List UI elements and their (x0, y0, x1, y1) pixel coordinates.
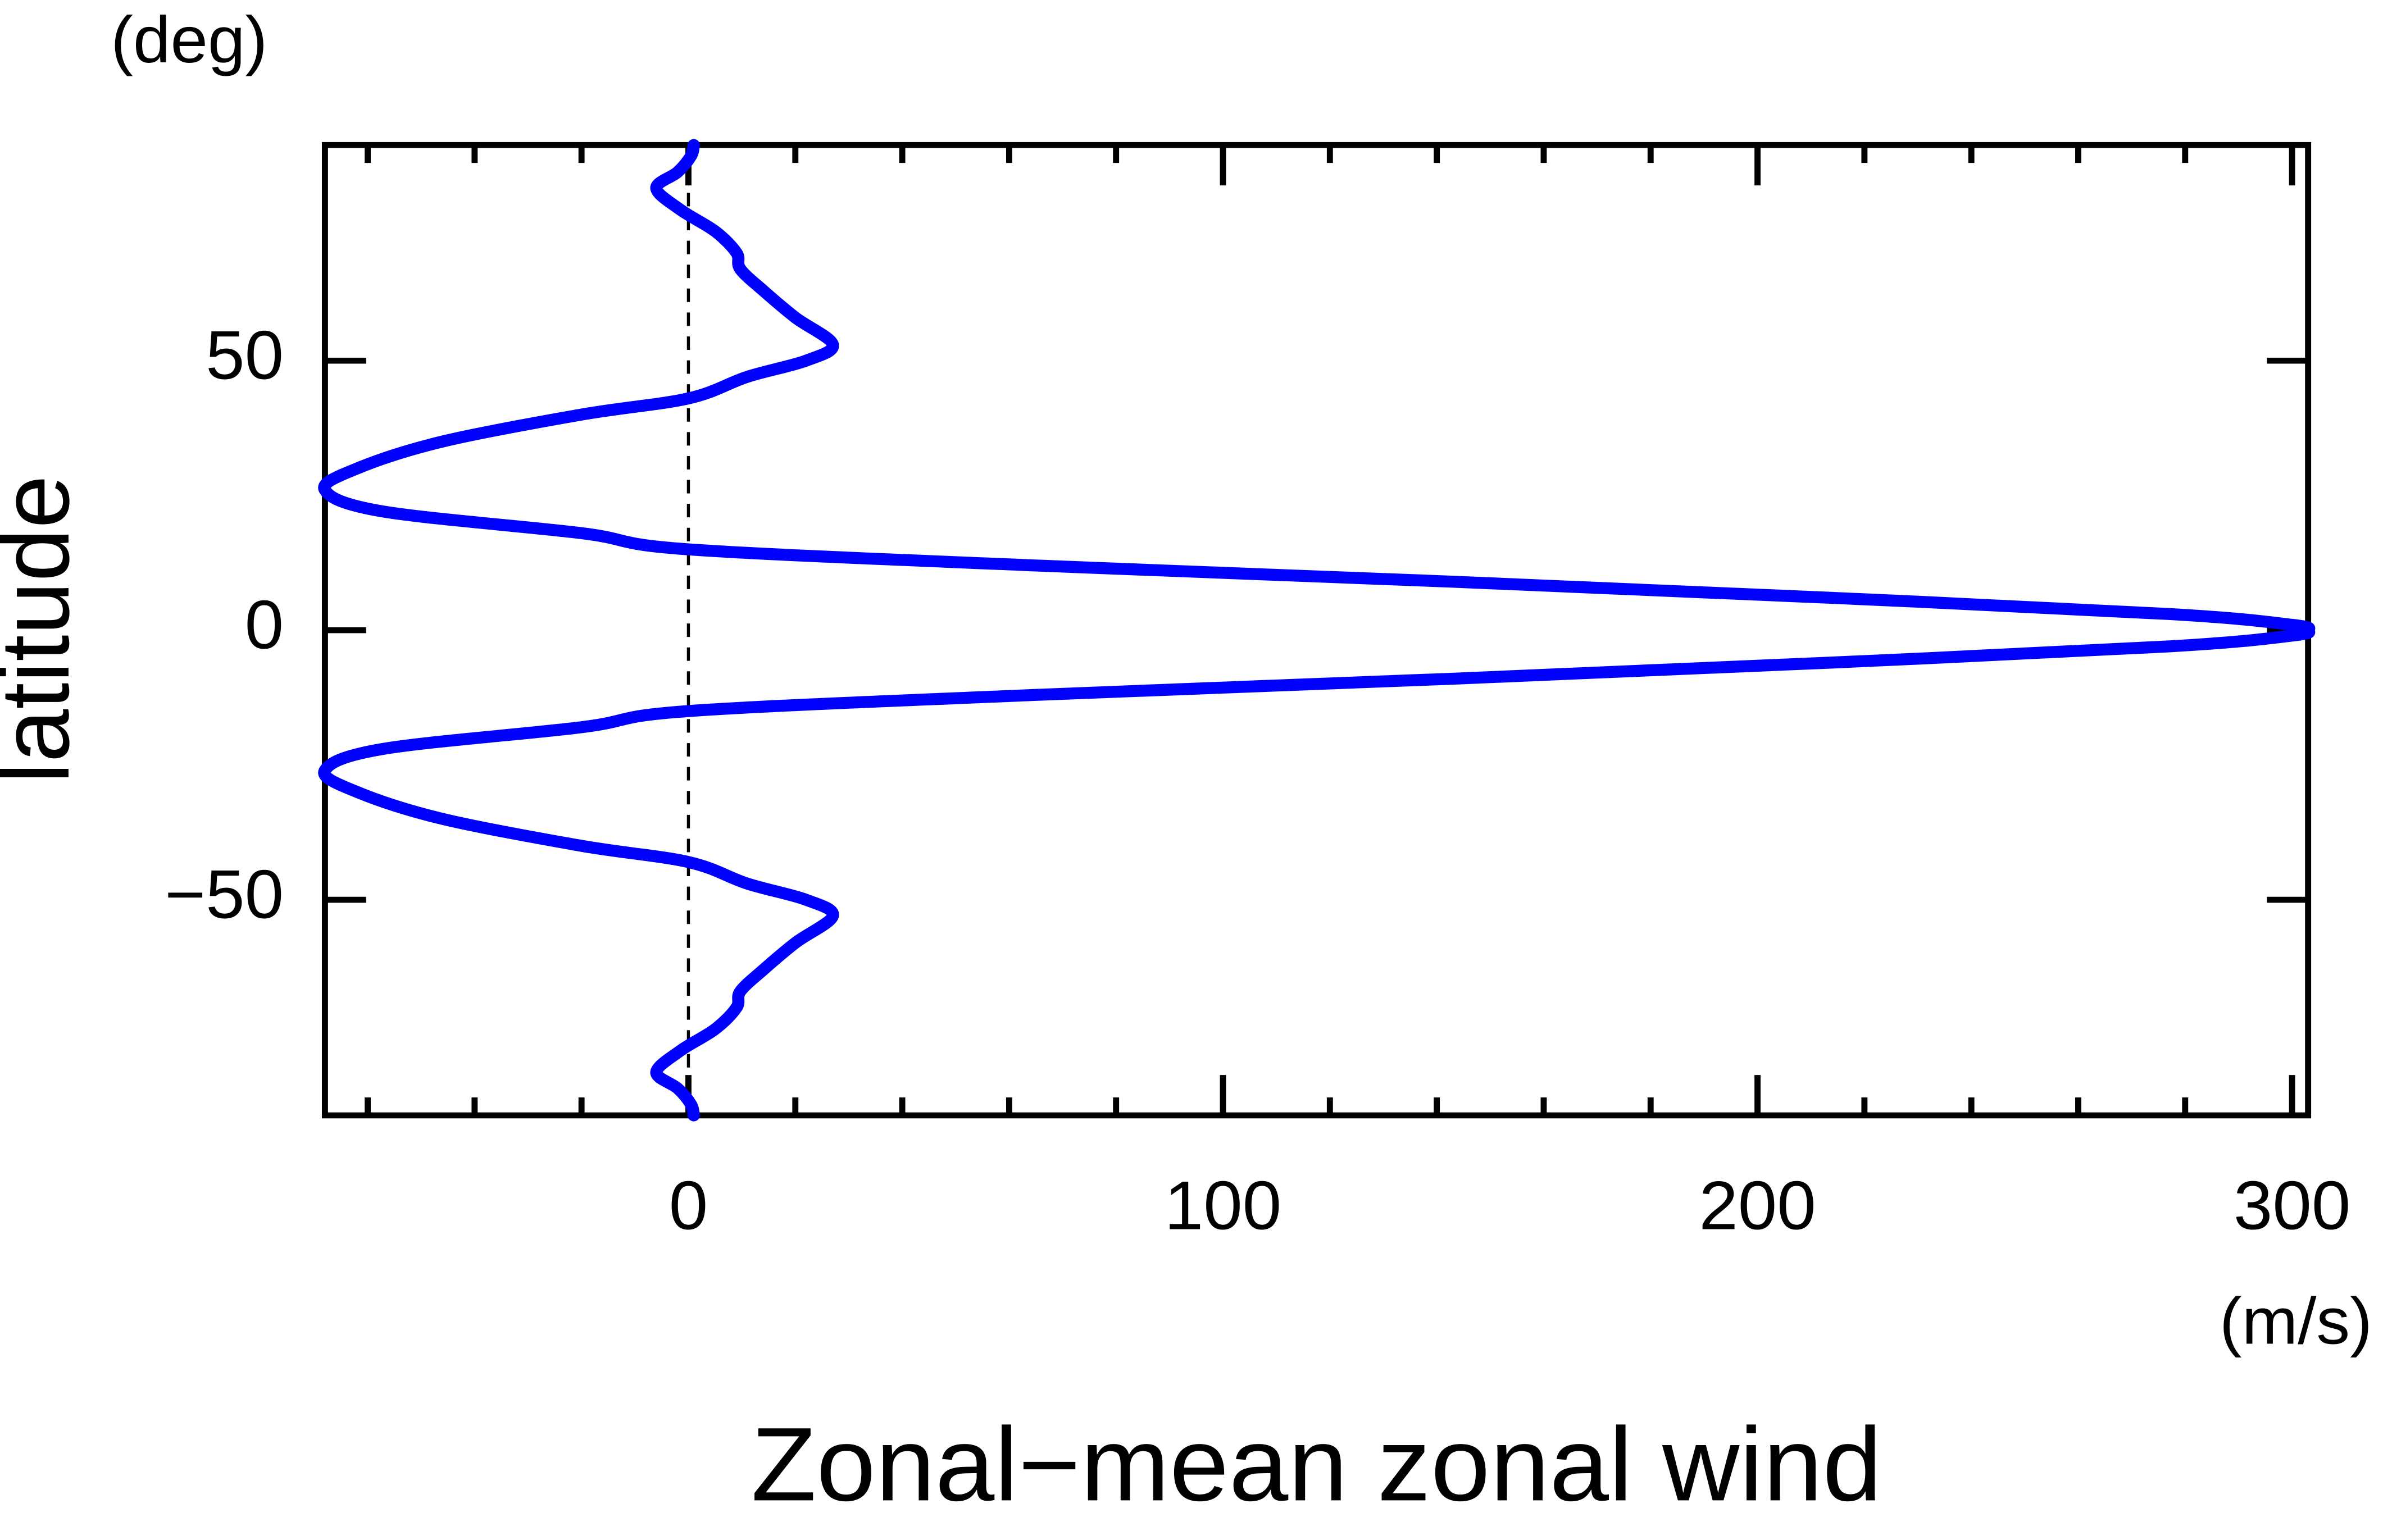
chart-title: Zonal−mean zonal wind (751, 1406, 1882, 1523)
x-axis-unit: (m/s) (2220, 1284, 2372, 1358)
x-tick-label: 0 (669, 1168, 708, 1245)
x-tick-label: 200 (1699, 1168, 1816, 1245)
x-tick-label: 100 (1165, 1168, 1281, 1245)
y-tick-label: 0 (245, 587, 284, 664)
y-tick-label: 50 (206, 317, 284, 394)
plot-frame (321, 142, 2312, 1119)
data-line (318, 139, 2316, 1122)
y-axis-label: latitude (0, 475, 89, 783)
y-axis-unit: (deg) (111, 3, 267, 77)
x-tick-label: 300 (2234, 1168, 2350, 1245)
y-tick-label: −50 (165, 856, 284, 933)
